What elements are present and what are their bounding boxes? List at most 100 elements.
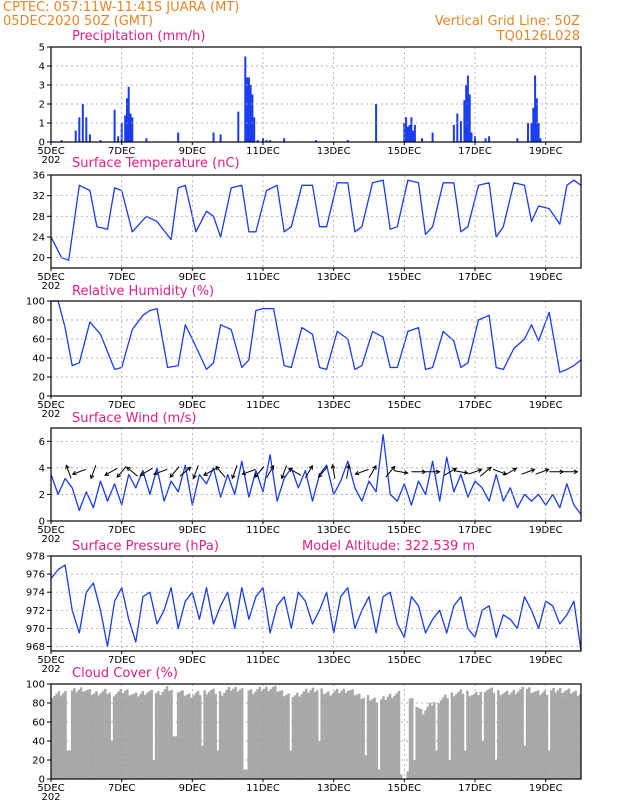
precip-bar	[474, 136, 476, 142]
cloud-column	[309, 690, 312, 779]
cloud-column	[108, 692, 111, 779]
cloud-column	[395, 693, 399, 779]
cloud-column	[572, 692, 575, 779]
temp-xtick-label: 17DEC	[458, 272, 492, 283]
panel-cloud: 0 20 40 60 80 100 5DEC 7DEC 9DEC 11DEC 13DEC 15DEC 1…	[26, 666, 582, 800]
precip-bar	[237, 111, 240, 142]
cloud-column	[448, 760, 452, 779]
cloud-title: Cloud Cover (%)	[72, 666, 178, 681]
cloud-column	[408, 698, 412, 779]
cloud-ytick-label: 100	[26, 680, 45, 691]
cloud-column	[81, 691, 85, 779]
pressure-xtick-label: 9DEC	[179, 655, 206, 666]
cloud-column	[426, 706, 429, 779]
precip-bar	[129, 113, 132, 142]
cloud-column	[291, 696, 295, 779]
precip-bar	[244, 56, 247, 142]
temp-ytick-label: 36	[32, 171, 45, 182]
wind-arrow	[280, 465, 288, 480]
cloud-column	[205, 694, 209, 779]
precip-bar	[283, 138, 286, 142]
temp-year-label: 202	[41, 281, 60, 292]
cloud-xtick-label: 7DEC	[108, 783, 135, 794]
precip-bar	[535, 98, 538, 142]
cloud-column	[115, 694, 118, 779]
temp-xtick-label: 15DEC	[387, 272, 421, 283]
cloud-column	[516, 691, 520, 779]
cloud-column	[388, 693, 392, 779]
cloud-column	[505, 690, 509, 779]
wind-xtick-label: 15DEC	[387, 525, 421, 536]
precip-xtick-label: 7DEC	[108, 146, 135, 157]
cloud-column	[84, 690, 87, 779]
cloud-xtick-label: 15DEC	[387, 783, 421, 794]
cloud-column	[165, 686, 169, 779]
cloud-column	[543, 690, 546, 779]
cloud-column	[355, 694, 359, 779]
rh-xtick-label: 9DEC	[179, 400, 206, 411]
cloud-column	[66, 750, 69, 779]
wind-arrow	[104, 467, 118, 476]
cloud-column	[338, 693, 341, 779]
pressure-ytick-label: 970	[26, 624, 45, 635]
cloud-column	[550, 690, 553, 779]
cloud-column	[296, 692, 299, 779]
cloud-column	[324, 693, 328, 779]
cloud-xtick-label: 5DEC	[37, 783, 64, 794]
cloud-xtick-label: 9DEC	[179, 783, 206, 794]
wind-arrow	[549, 469, 565, 475]
cloud-column	[316, 690, 319, 779]
cloud-column	[377, 769, 381, 779]
wind-arrow	[139, 467, 153, 476]
wind-arrow	[411, 469, 427, 475]
cloud-column	[382, 696, 385, 779]
cloud-column	[422, 714, 425, 779]
cloud-column	[450, 692, 454, 779]
rh-xtick-label: 17DEC	[458, 400, 492, 411]
cloud-column	[576, 695, 580, 779]
cloud-column	[90, 694, 94, 779]
cloud-column	[150, 689, 153, 779]
wind-arrow	[453, 470, 469, 475]
cloud-column	[152, 760, 156, 779]
pressure-xtick-label: 7DEC	[108, 655, 135, 666]
wind-arrow	[71, 468, 86, 476]
cloud-column	[433, 702, 436, 779]
cloud-column	[137, 696, 140, 779]
cloud-column	[441, 697, 445, 779]
wind-title: Surface Wind (m/s)	[72, 411, 196, 426]
cloud-column	[371, 699, 374, 779]
cloud-column	[229, 690, 233, 779]
rh-ytick-label: 60	[32, 335, 45, 346]
rh-ytick-label: 20	[32, 373, 45, 384]
cloud-column	[565, 690, 569, 779]
rh-frame	[50, 300, 582, 397]
pressure-title: Surface Pressure (hPa)	[72, 539, 219, 554]
precip-bar	[466, 75, 469, 142]
precip-ytick-label: 1	[39, 119, 45, 130]
rh-title: Relative Humidity (%)	[72, 284, 214, 299]
cloud-column	[307, 692, 310, 779]
precip-bar	[532, 107, 535, 142]
precip-bar	[74, 130, 77, 142]
cloud-column	[444, 694, 447, 779]
cloud-column	[168, 691, 171, 779]
pressure-xtick-label: 19DEC	[529, 655, 563, 666]
cloud-column	[410, 698, 414, 779]
precip-bar	[212, 132, 215, 142]
cloud-column	[342, 688, 346, 779]
wind-arrow	[479, 466, 492, 477]
temp-xtick-label: 11DEC	[246, 272, 280, 283]
wind-xtick-label: 5DEC	[37, 525, 64, 536]
precip-frame	[50, 46, 582, 143]
wind-arrow	[231, 465, 238, 480]
precip-xtick-label: 19DEC	[529, 146, 563, 157]
cloud-column	[70, 690, 74, 779]
cloud-column	[534, 691, 538, 779]
wind-arrow	[169, 466, 180, 479]
cloud-xtick-label: 17DEC	[458, 783, 492, 794]
temp-plot-area	[51, 175, 581, 268]
panel-pressure: 968 970 972 974 976 978 5DEC 7DEC 9DEC 11DEC 13DEC…	[26, 539, 582, 675]
cloud-column	[101, 690, 105, 779]
cloud-column	[293, 695, 297, 779]
